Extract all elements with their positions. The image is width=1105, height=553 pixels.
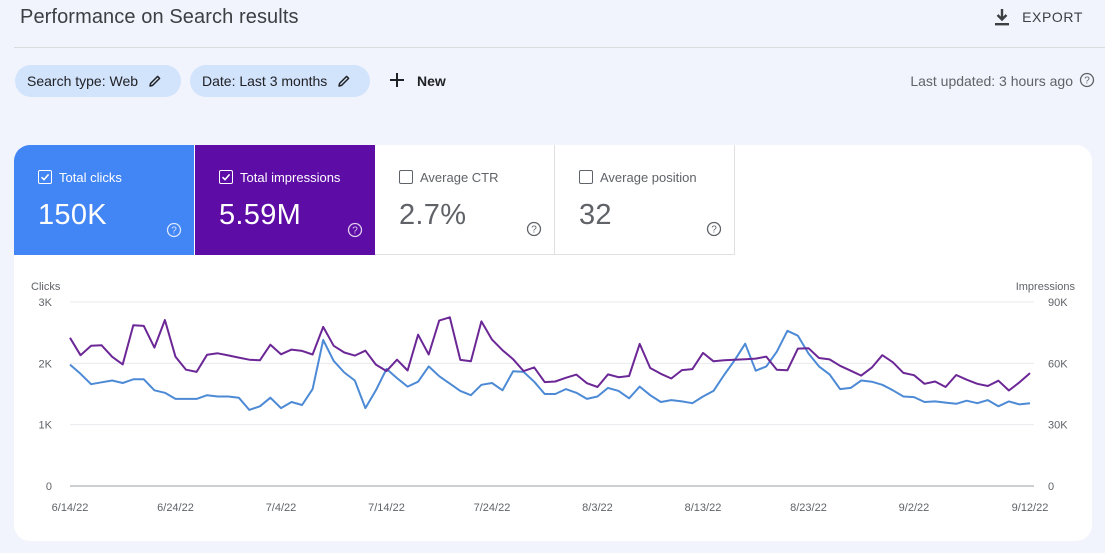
total-impressions-metric[interactable]: Total impressions 5.59M ? — [195, 145, 375, 255]
right-tick-label: 60K — [1048, 358, 1068, 370]
help-icon[interactable]: ? — [166, 222, 182, 243]
checkbox-checked-icon[interactable] — [219, 170, 233, 184]
average-ctr-metric[interactable]: Average CTR 2.7% ? — [375, 145, 555, 255]
help-icon[interactable]: ? — [706, 221, 722, 242]
average-position-label: Average position — [600, 169, 697, 185]
x-tick-label: 8/23/22 — [790, 502, 827, 514]
x-tick-label: 7/14/22 — [368, 502, 405, 514]
last-updated-text: Last updated: 3 hours ago — [910, 73, 1073, 89]
help-icon[interactable]: ? — [347, 222, 363, 243]
download-icon — [994, 8, 1010, 26]
checkbox-checked-icon[interactable] — [38, 170, 52, 184]
x-tick-label: 9/12/22 — [1012, 502, 1049, 514]
left-tick-label: 0 — [46, 481, 52, 493]
left-tick-label: 3K — [39, 297, 53, 309]
performance-card: Total clicks 150K ? Total impressions 5.… — [14, 145, 1092, 541]
svg-text:?: ? — [1084, 75, 1090, 86]
date-filter-chip[interactable]: Date: Last 3 months — [190, 65, 370, 97]
total-impressions-value: 5.59M — [219, 199, 302, 231]
checkbox-unchecked-icon[interactable] — [399, 170, 413, 184]
new-filter-label: New — [417, 73, 446, 89]
checkbox-unchecked-icon[interactable] — [579, 170, 593, 184]
page-header: Performance on Search results EXPORT — [0, 0, 1105, 48]
x-tick-label: 8/3/22 — [582, 502, 613, 514]
left-axis-title: Clicks — [31, 281, 61, 293]
plus-icon — [389, 72, 405, 91]
average-ctr-label: Average CTR — [420, 169, 499, 185]
date-filter-label: Date: Last 3 months — [202, 73, 328, 89]
new-filter-button[interactable]: New — [389, 65, 446, 97]
x-tick-label: 8/13/22 — [685, 502, 722, 514]
svg-text:?: ? — [352, 226, 358, 237]
x-tick-label: 7/4/22 — [266, 502, 297, 514]
last-updated: Last updated: 3 hours ago ? — [910, 65, 1095, 97]
x-tick-label: 6/14/22 — [52, 502, 89, 514]
header-divider — [14, 47, 1105, 48]
search-type-filter-label: Search type: Web — [27, 73, 139, 89]
right-tick-label: 30K — [1048, 420, 1068, 432]
svg-text:?: ? — [531, 225, 537, 236]
export-label: EXPORT — [1022, 9, 1083, 25]
page-title: Performance on Search results — [20, 6, 299, 28]
left-tick-label: 2K — [39, 358, 53, 370]
total-impressions-label: Total impressions — [240, 169, 341, 185]
left-tick-label: 1K — [39, 420, 53, 432]
clicks-series-line — [69, 329, 1031, 411]
performance-chart[interactable]: Clicks Impressions 3K 90K 2K 60K 1K 30K 0 0 6/14/2… — [14, 275, 1092, 541]
right-tick-label: 90K — [1048, 297, 1068, 309]
help-icon[interactable]: ? — [526, 221, 542, 242]
x-tick-label: 9/2/22 — [899, 502, 930, 514]
average-position-value: 32 — [579, 199, 612, 231]
total-clicks-value: 150K — [38, 199, 107, 231]
total-clicks-metric[interactable]: Total clicks 150K ? — [14, 145, 194, 255]
impressions-series-line — [69, 316, 1031, 392]
svg-text:?: ? — [711, 225, 717, 236]
export-button[interactable]: EXPORT — [994, 6, 1083, 28]
edit-pencil-icon — [337, 74, 351, 88]
average-ctr-value: 2.7% — [399, 199, 467, 231]
help-icon[interactable]: ? — [1079, 72, 1095, 91]
edit-pencil-icon — [148, 74, 162, 88]
x-tick-label: 7/24/22 — [474, 502, 511, 514]
right-tick-label: 0 — [1048, 481, 1054, 493]
search-type-filter-chip[interactable]: Search type: Web — [15, 65, 181, 97]
average-position-metric[interactable]: Average position 32 ? — [555, 145, 735, 255]
total-clicks-label: Total clicks — [59, 169, 122, 185]
x-tick-label: 6/24/22 — [157, 502, 194, 514]
filter-bar: Search type: Web Date: Last 3 months New… — [15, 65, 1095, 97]
right-axis-title: Impressions — [1016, 281, 1076, 293]
svg-text:?: ? — [171, 226, 177, 237]
